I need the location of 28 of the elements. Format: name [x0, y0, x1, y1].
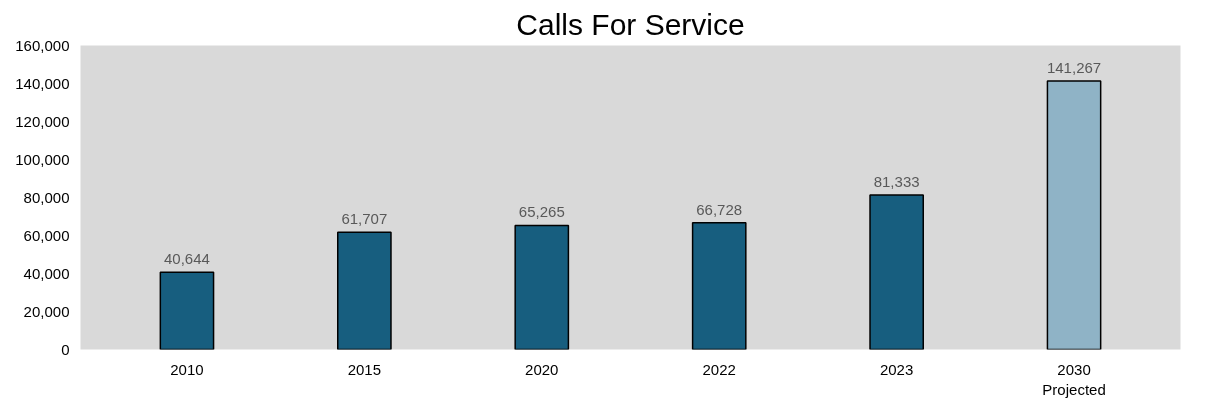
y-tick-label: 0	[61, 340, 70, 358]
x-tick-label: 2020	[525, 360, 559, 378]
bar	[159, 271, 215, 350]
y-tick-label: 60,000	[23, 226, 70, 244]
bar	[337, 231, 392, 350]
bar	[1046, 80, 1102, 350]
bar	[691, 221, 747, 350]
bar	[514, 224, 570, 350]
y-tick-label: 80,000	[23, 188, 70, 206]
bar	[869, 194, 924, 350]
data-label: 61,707	[341, 210, 388, 228]
x-tick-label: 2030 Projected	[1042, 360, 1106, 398]
data-label: 65,265	[518, 203, 565, 221]
y-tick-label: 100,000	[15, 150, 70, 168]
data-label: 40,644	[164, 250, 210, 268]
x-tick-label: 2023	[879, 360, 914, 378]
y-tick-label: 40,000	[23, 264, 70, 282]
data-label: 141,267	[1046, 59, 1102, 77]
data-label: 66,728	[696, 200, 743, 218]
y-tick-label: 140,000	[15, 74, 70, 92]
data-label: 81,333	[873, 172, 920, 190]
y-tick-label: 160,000	[15, 36, 70, 54]
chart-title: Calls For Service	[516, 7, 745, 41]
y-tick-label: 20,000	[23, 302, 70, 320]
x-tick-label: 2022	[702, 360, 736, 378]
x-tick-label: 2015	[347, 360, 382, 378]
y-tick-label: 120,000	[15, 112, 70, 130]
x-tick-label: 2010	[170, 360, 204, 378]
